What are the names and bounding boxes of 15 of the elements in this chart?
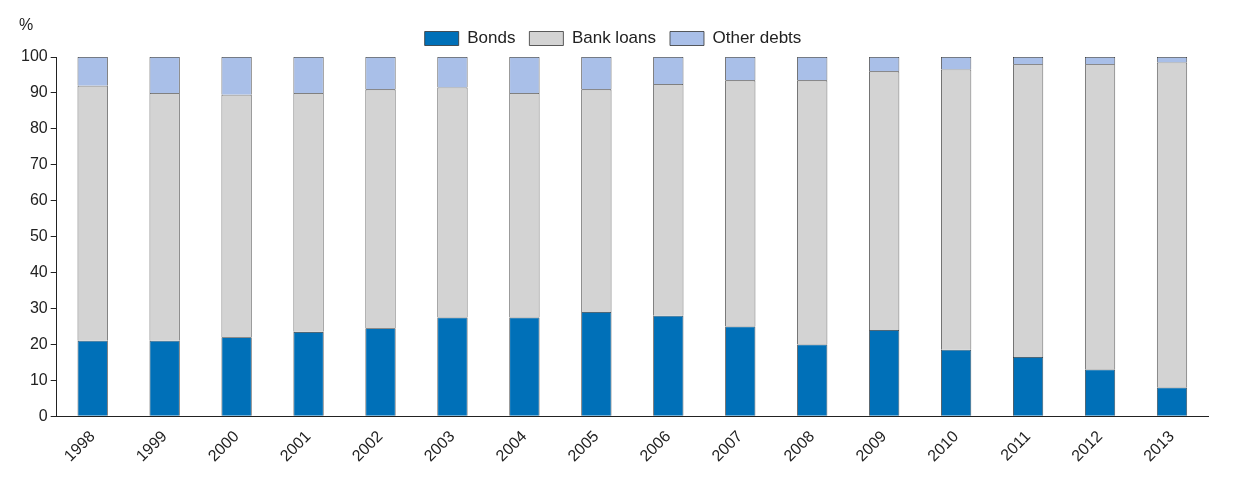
y-axis-title: % <box>18 16 34 34</box>
y-tick-label: 20 <box>29 334 48 352</box>
legend-label: Bank loans <box>571 28 657 48</box>
y-tick-label: 10 <box>29 370 48 388</box>
legend-label: Bonds <box>467 28 516 48</box>
y-tick-label: 50 <box>29 227 48 245</box>
y-tick-label: 70 <box>29 155 48 173</box>
y-tick-label: 30 <box>29 298 48 316</box>
y-tick-label: 90 <box>29 83 48 101</box>
y-tick-label: 0 <box>38 406 48 424</box>
y-tick-label: 40 <box>29 262 48 280</box>
y-tick-label: 60 <box>29 191 48 209</box>
legend-label: Other debts <box>712 28 802 48</box>
y-tick-label: 80 <box>29 119 48 137</box>
y-tick-label: 100 <box>20 47 48 65</box>
